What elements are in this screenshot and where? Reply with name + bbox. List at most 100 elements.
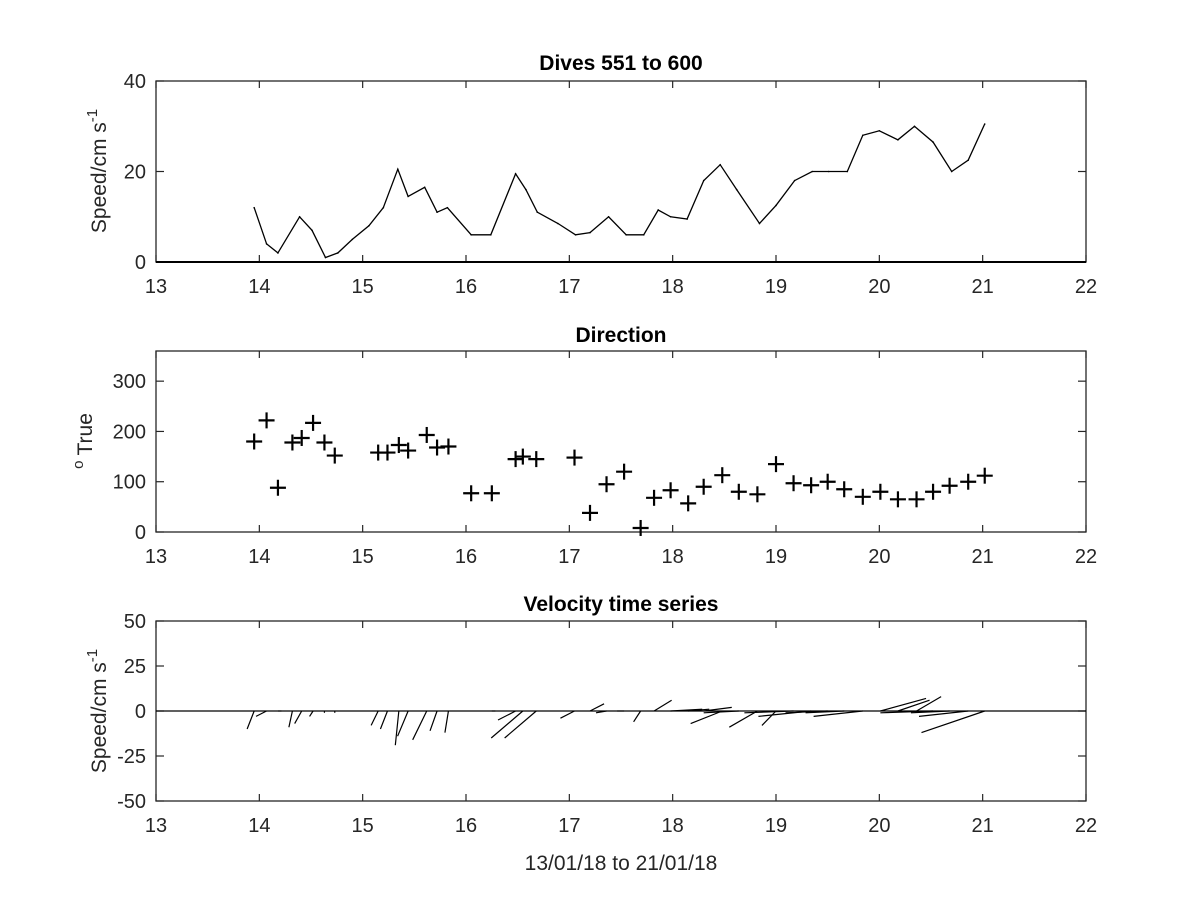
speed-data-point xyxy=(574,234,577,236)
velocity-vector-stick xyxy=(394,710,400,746)
direction-data-point xyxy=(819,473,836,490)
speed-data-point xyxy=(311,229,313,232)
direction-y-axis-label-text: True xyxy=(74,413,97,455)
velocity-y-tick-label: 50 xyxy=(124,611,146,633)
velocity-y-axis-label: Speed/cm s-1 xyxy=(84,649,111,773)
speed-x-tick-label: 21 xyxy=(972,276,994,298)
velocity-x-tick-label: 15 xyxy=(352,815,374,837)
speed-x-tick-label: 22 xyxy=(1075,276,1097,298)
speed-data-point xyxy=(862,134,864,137)
speed-y-tick-label: 40 xyxy=(124,71,146,93)
speed-data-point xyxy=(983,123,986,125)
direction-data-point xyxy=(662,482,679,499)
direction-x-tick-label: 17 xyxy=(558,546,580,568)
velocity-y-tick-label: 25 xyxy=(124,656,146,678)
velocity-vector-stick xyxy=(497,710,516,721)
direction-data-point xyxy=(507,451,524,468)
velocity-vector-stick xyxy=(703,710,739,714)
speed-data-point xyxy=(827,170,830,173)
direction-x-tick-label: 18 xyxy=(662,546,684,568)
velocity-x-tick-label: 16 xyxy=(455,815,477,837)
velocity-x-tick-label: 14 xyxy=(248,815,270,837)
velocity-vector-stick xyxy=(429,710,438,732)
direction-x-tick-label: 13 xyxy=(145,546,167,568)
direction-data-point xyxy=(768,456,784,473)
velocity-vector-stick xyxy=(916,696,942,712)
velocity-y-tick-label: -25 xyxy=(117,746,146,768)
direction-x-tick-label: 15 xyxy=(352,546,374,568)
direction-y-tick-label: 200 xyxy=(113,421,146,443)
velocity-vector-stick xyxy=(880,710,934,714)
speed-data-point xyxy=(397,168,399,171)
direction-y-tick-label: 100 xyxy=(113,472,146,494)
direction-data-point xyxy=(646,489,663,506)
speed-data-point xyxy=(436,211,438,214)
velocity-vector-stick xyxy=(595,710,607,714)
direction-data-point xyxy=(908,491,925,508)
velocity-y-tick-label: 0 xyxy=(135,701,146,723)
direction-x-tick-label: 19 xyxy=(765,546,787,568)
velocity-vector-stick xyxy=(653,699,672,712)
speed-y-axis-label-text: Speed/cm s xyxy=(88,122,111,233)
direction-panel: Direction 13 14 15 16 17 18 19 20 21 22 0 100 200 300… xyxy=(70,324,1097,568)
direction-y-axis-label: o True xyxy=(70,413,97,469)
speed-data-point xyxy=(446,206,449,209)
speed-data-point xyxy=(536,211,539,214)
speed-data-point xyxy=(758,222,761,225)
speed-x-tick-label: 18 xyxy=(662,276,684,298)
direction-x-tick-label: 16 xyxy=(455,546,477,568)
direction-data-point xyxy=(960,473,977,490)
speed-data-point xyxy=(277,252,279,254)
direction-data-point xyxy=(528,451,545,468)
speed-data-point xyxy=(265,243,268,245)
speed-data-point xyxy=(642,234,645,236)
speed-data-point xyxy=(878,129,881,132)
speed-data-point xyxy=(337,252,339,254)
direction-x-tick-label: 20 xyxy=(868,546,890,568)
direction-data-point xyxy=(836,481,853,498)
direction-data-point xyxy=(258,412,275,429)
direction-data-point xyxy=(284,434,301,451)
velocity-x-tick-label: 20 xyxy=(868,815,890,837)
direction-data-point xyxy=(872,483,889,500)
direction-data-point xyxy=(785,475,802,492)
velocity-chart-title: Velocity time series xyxy=(524,593,719,616)
velocity-vector-stick xyxy=(246,710,255,730)
direction-axis-ticks: 13 14 15 16 17 18 19 20 21 22 0 100 200 300 xyxy=(113,351,1097,568)
velocity-y-tick-label: -50 xyxy=(117,791,146,813)
velocity-series xyxy=(156,696,1086,746)
velocity-vector-stick xyxy=(761,710,777,726)
direction-data-point xyxy=(483,485,500,502)
direction-data-point xyxy=(246,433,263,450)
speed-x-tick-label: 13 xyxy=(145,276,167,298)
velocity-vector-stick xyxy=(294,710,303,724)
direction-data-point xyxy=(514,448,531,465)
speed-data-point xyxy=(719,163,721,166)
speed-data-point xyxy=(932,141,934,143)
direction-data-point xyxy=(925,483,942,500)
velocity-x-tick-label: 13 xyxy=(145,815,167,837)
speed-data-point xyxy=(525,188,527,191)
speed-data-point xyxy=(625,234,627,236)
direction-plot-area xyxy=(155,350,1087,533)
direction-chart-title: Direction xyxy=(575,324,666,347)
direction-data-point xyxy=(598,476,615,493)
speed-x-tick-label: 16 xyxy=(455,276,477,298)
speed-axis-ticks: 13 14 15 16 17 18 19 20 21 22 0 20 40 xyxy=(124,71,1097,298)
speed-data-point xyxy=(793,179,796,182)
direction-data-point xyxy=(566,449,583,466)
velocity-x-tick-label: 18 xyxy=(662,815,684,837)
velocity-vector-stick xyxy=(288,710,293,728)
velocity-vector-stick xyxy=(633,710,642,723)
velocity-axis-ticks: 13 14 15 16 17 18 19 20 21 22 -50 -25 0 25 50 xyxy=(117,611,1097,837)
velocity-x-axis-label: 13/01/18 to 21/01/18 xyxy=(525,852,718,875)
velocity-vector-stick xyxy=(880,697,927,712)
speed-data-point xyxy=(589,231,591,234)
direction-data-point xyxy=(730,483,747,500)
speed-series xyxy=(156,123,1086,263)
speed-y-axis-label: Speed/cm s-1 xyxy=(84,109,111,233)
velocity-x-tick-label: 19 xyxy=(765,815,787,837)
velocity-vector-stick xyxy=(744,710,794,714)
direction-data-point xyxy=(854,488,871,505)
speed-x-tick-label: 20 xyxy=(868,276,890,298)
